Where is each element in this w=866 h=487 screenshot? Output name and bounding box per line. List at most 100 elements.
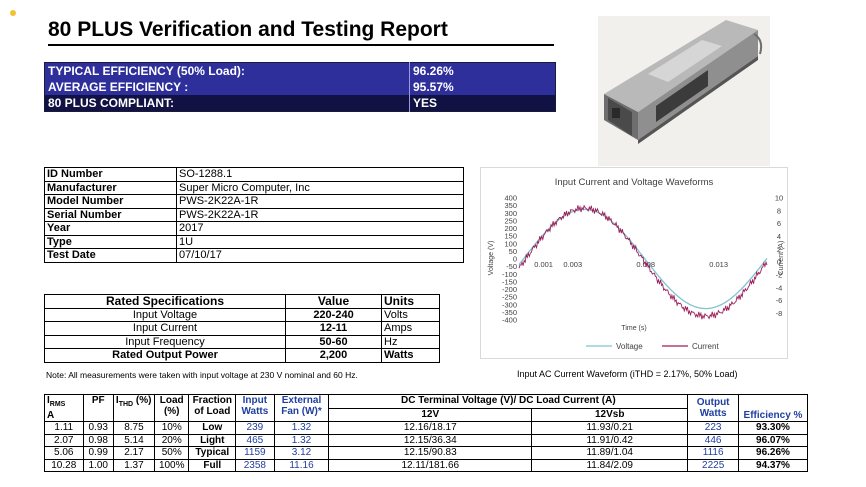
efficiency-value: 96.26% [409, 62, 556, 79]
y2-tick-label: 0 [777, 258, 781, 267]
legend-label: Current [692, 342, 719, 351]
legend-label: Voltage [616, 342, 643, 351]
input-watts-cell: 1159 [235, 446, 275, 460]
measurement-note: Note: All measurements were taken with i… [46, 370, 358, 380]
output-watts-cell: 446 [687, 433, 739, 447]
fan-header: External Fan (W)* [273, 394, 330, 422]
rated-spec-header: Rated Specifications [44, 294, 286, 309]
rated-spec: Rated Output Power [44, 348, 286, 363]
rated-units: Watts [381, 348, 440, 363]
rated-spec: Input Voltage [44, 307, 286, 322]
input-watts-cell: 465 [235, 433, 275, 447]
efficiency-label: 80 PLUS COMPLIANT: [44, 95, 410, 112]
measurement-subheader-row: 12V 12Vsb [45, 408, 808, 422]
y-tick-label: -300 [502, 300, 517, 309]
waveform-chart: Input Current and Voltage Waveforms 400 35… [480, 167, 788, 359]
y-tick-label: -150 [502, 277, 517, 286]
output-watts-cell: 1116 [687, 446, 739, 460]
rated-value: 2,200 [285, 348, 382, 363]
rated-value: 12-11 [285, 321, 382, 336]
id-key: Manufacturer [44, 180, 177, 195]
input-watts-cell: 239 [235, 421, 275, 435]
ithd-cell: 2.17 [112, 446, 156, 460]
x-axis-label: Time (s) [621, 325, 646, 332]
y-tick-label: -250 [502, 293, 517, 302]
fan-cell: 1.32 [273, 421, 330, 435]
rated-value: 50-60 [285, 334, 382, 349]
irms-cell: 5.06 [44, 446, 84, 460]
irms-cell: 10.28 [44, 458, 84, 472]
y-tick-label: 150 [504, 232, 517, 241]
v12sb-cell: 11.91/0.42 [531, 433, 689, 447]
fan-cell: 3.12 [273, 446, 330, 460]
v12sb-cell: 11.89/1.04 [531, 446, 689, 460]
y-tick-label: -200 [502, 285, 517, 294]
rated-value-header: Value [285, 294, 382, 309]
v12sb-cell: 11.93/0.21 [531, 421, 689, 435]
rated-units: Volts [381, 307, 440, 322]
id-row: Test Date 07/10/17 [44, 248, 464, 263]
v12-cell: 12.15/90.83 [328, 446, 533, 460]
fraction-cell: Light [188, 433, 237, 447]
rated-specs-table: Rated Specifications Value Units Input V… [44, 294, 440, 363]
measurement-row: 5.06 0.99 2.17 50% Typical 1159 3.12 12.… [44, 446, 809, 460]
waveform-caption: Input AC Current Waveform (iTHD = 2.17%,… [517, 369, 738, 379]
id-key: ID Number [44, 167, 177, 182]
measurement-row: 10.28 1.00 1.37 100% Full 2358 11.16 12.… [44, 458, 809, 472]
efficiency-cell: 96.26% [737, 446, 809, 460]
v12sb-header: 12Vsb [531, 408, 689, 422]
id-row: Year 2017 [44, 221, 464, 236]
efficiency-header: Efficiency % [737, 394, 809, 422]
id-key: Type [44, 234, 177, 249]
y-tick-label: 50 [509, 247, 517, 256]
y-tick-label: -350 [502, 308, 517, 317]
pf-cell: 1.00 [82, 458, 114, 472]
y-tick-label: -100 [502, 270, 517, 279]
irms-cell: 2.07 [44, 433, 84, 447]
rated-row: Rated Output Power 2,200 Watts [44, 348, 440, 363]
v12sb-cell: 11.84/2.09 [531, 458, 689, 472]
y-tick-label: 100 [504, 239, 517, 248]
id-row: Serial Number PWS-2K22A-1R [44, 207, 464, 222]
y2-tick-label: 10 [775, 194, 783, 203]
output-watts-header: Output Watts [687, 394, 739, 422]
y-tick-label: -400 [502, 316, 517, 325]
fraction-cell: Low [188, 421, 237, 435]
id-table: ID Number SO-1288.1 Manufacturer Super Mic… [44, 167, 464, 263]
v12-cell: 12.15/36.34 [328, 433, 533, 447]
y-tick-label: 350 [504, 201, 517, 210]
fan-cell: 11.16 [273, 458, 330, 472]
ithd-header: ITHD (%) [112, 394, 156, 422]
id-value: PWS-2K22A-1R [176, 194, 464, 209]
y2-tick-label: 4 [777, 232, 781, 241]
measurement-table: IRMS A PF ITHD (%) Load (%) Fraction of Loa… [44, 393, 809, 472]
y-tick-label: 300 [504, 209, 517, 218]
output-watts-cell: 223 [687, 421, 739, 435]
efficiency-value: YES [409, 95, 556, 112]
id-value: 1U [176, 234, 464, 249]
efficiency-label: TYPICAL EFFICIENCY (50% Load): [44, 62, 410, 79]
series-line-voltage [518, 208, 768, 310]
y2-tick-label: 8 [777, 206, 781, 215]
v12-header: 12V [328, 408, 533, 422]
psu-photo [598, 16, 770, 166]
y-tick-label: 0 [513, 255, 517, 264]
efficiency-cell: 96.07% [737, 433, 809, 447]
efficiency-cell: 94.37% [737, 458, 809, 472]
efficiency-row: AVERAGE EFFICIENCY : 95.57% [44, 79, 556, 95]
x-tick-label: 0.001 [534, 260, 553, 269]
load-cell: 50% [153, 446, 190, 460]
efficiency-label: AVERAGE EFFICIENCY : [44, 79, 410, 95]
y2-tick-label: -2 [776, 271, 783, 280]
y-tick-label: 400 [504, 194, 517, 203]
y2-tick-label: 6 [777, 219, 781, 228]
id-key: Year [44, 221, 177, 236]
rated-units: Amps [381, 321, 440, 336]
fraction-header: Fraction of Load [188, 394, 237, 422]
v12-cell: 12.16/18.17 [328, 421, 533, 435]
ithd-cell: 8.75 [112, 421, 156, 435]
rated-value: 220-240 [285, 307, 382, 322]
ithd-cell: 1.37 [112, 458, 156, 472]
load-cell: 10% [153, 421, 190, 435]
series-line-current [518, 204, 768, 320]
